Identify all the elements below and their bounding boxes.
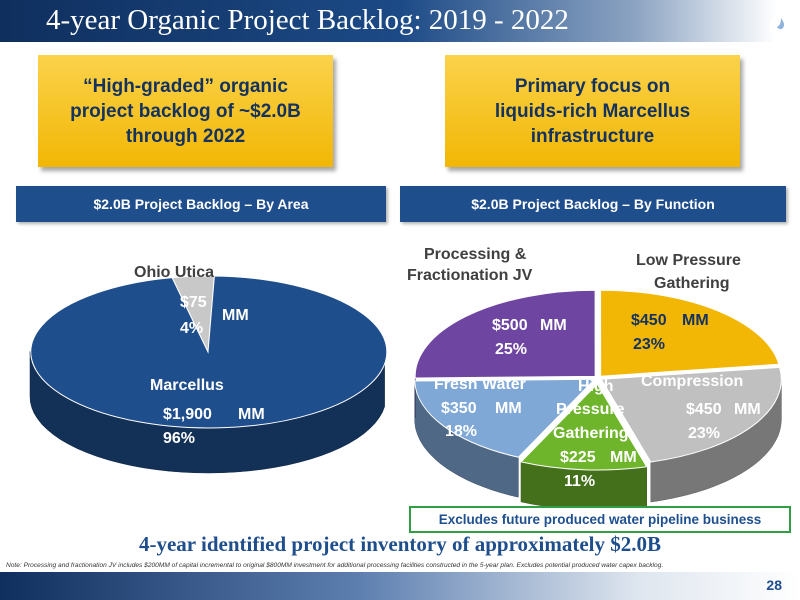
label-lp-unit: MM: [682, 312, 709, 329]
label-processing-value: $500: [492, 317, 528, 334]
label-ohio-utica-value: $75: [180, 294, 207, 311]
label-ohio-utica-percent: 4%: [180, 320, 203, 337]
label-marcellus-percent: 96%: [163, 430, 195, 447]
section-header-by-function: $2.0B Project Backlog – By Function: [400, 186, 786, 222]
page-number: 28: [766, 577, 782, 593]
label-marcellus-name: Marcellus: [150, 377, 224, 394]
label-marcellus-value: $1,900: [163, 406, 212, 423]
label-freshwater-unit: MM: [495, 400, 522, 417]
pie-slice-marcellus: [30, 275, 388, 429]
summary-text: 4-year identified project inventory of a…: [138, 532, 662, 556]
label-ohio-utica-name: Ohio Utica: [134, 264, 214, 281]
footnote: Note: Processing and fractionation JV in…: [6, 562, 664, 569]
pie-slice-low-pressure-gathering: [600, 289, 780, 377]
pie-slice-fresh-water: [414, 378, 596, 458]
label-compression-name: Compression: [641, 373, 743, 390]
label-freshwater-name: Fresh Water: [434, 376, 526, 393]
section-header-by-area: $2.0B Project Backlog – By Area: [16, 186, 386, 222]
pie-slice-processing-fractionation-jv: [414, 289, 596, 379]
label-freshwater-percent: 18%: [445, 423, 477, 440]
pie-slice-compression: [600, 366, 782, 463]
callout-focus: Primary focus on liquids-rich Marcellus …: [445, 55, 740, 167]
title-bar: [0, 0, 800, 42]
label-hp-name-3: Gathering: [553, 425, 629, 442]
label-hp-name-2: Pressure: [556, 401, 625, 418]
label-lp-name-2: Gathering: [654, 275, 730, 292]
label-hp-name-1: High: [578, 378, 614, 395]
label-processing-unit: MM: [540, 317, 567, 334]
label-processing-percent: 25%: [495, 341, 527, 358]
pie-slice-high-pressure-gathering: [520, 383, 648, 471]
flame-logo-icon: [769, 6, 794, 37]
footer-bar: [0, 572, 800, 600]
label-compression-percent: 23%: [688, 425, 720, 442]
label-compression-value: $450: [686, 401, 722, 418]
label-lp-percent: 23%: [633, 336, 665, 353]
label-lp-value: $450: [631, 312, 667, 329]
slide-title: 4-year Organic Project Backlog: 2019 - 2…: [46, 4, 569, 36]
label-compression-unit: MM: [734, 401, 761, 418]
label-ohio-utica-unit: MM: [222, 307, 249, 324]
label-processing-name-1: Processing &: [424, 246, 527, 263]
label-hp-value: $225: [560, 449, 596, 466]
label-lp-name-1: Low Pressure: [636, 252, 741, 269]
exclusion-note: Excludes future produced water pipeline …: [409, 506, 791, 533]
callout-backlog: “High-graded” organic project backlog of…: [38, 55, 333, 167]
label-marcellus-unit: MM: [238, 406, 265, 423]
label-hp-percent: 11%: [564, 473, 595, 490]
label-freshwater-value: $350: [441, 400, 477, 417]
label-processing-name-2: Fractionation JV: [407, 267, 533, 284]
label-hp-unit: MM: [610, 449, 637, 466]
